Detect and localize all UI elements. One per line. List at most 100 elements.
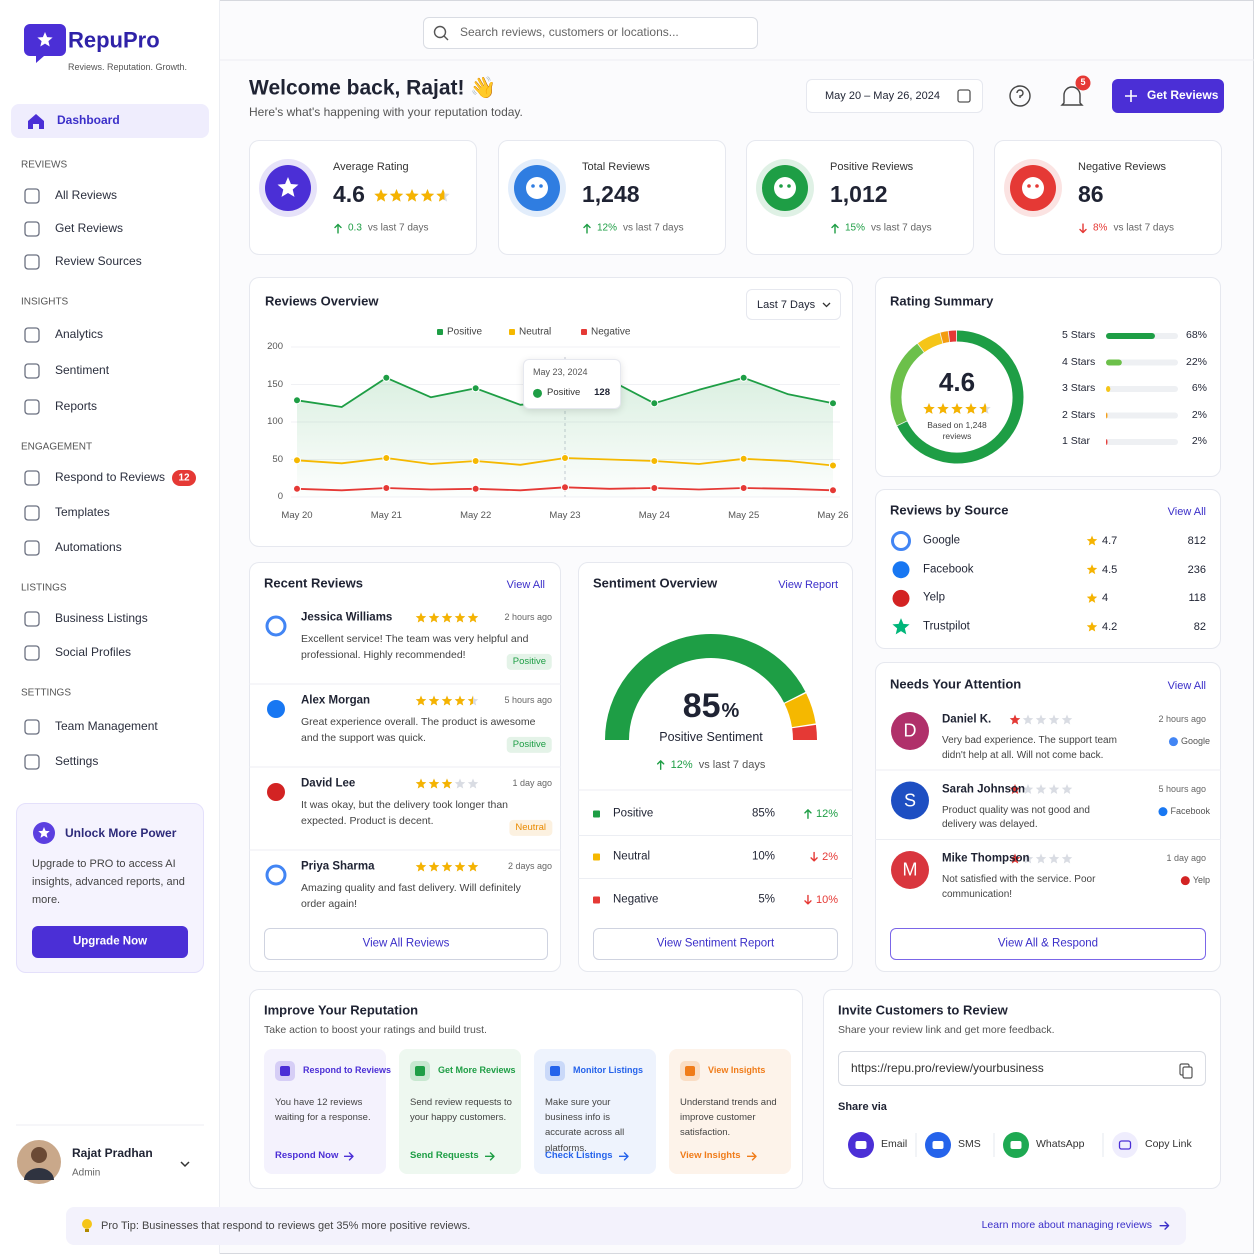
arrow-icon <box>618 1151 629 1161</box>
action-link[interactable]: Respond Now <box>275 1150 355 1162</box>
page-subtitle: Here's what's happening with your reputa… <box>249 105 523 120</box>
reviewer-name: Daniel K. <box>942 713 992 726</box>
nav-item[interactable]: Sentiment <box>55 363 110 378</box>
arrow-icon <box>656 760 665 770</box>
stat-value: 86 <box>1078 181 1104 208</box>
nav-item[interactable]: Respond to Reviews <box>55 470 166 485</box>
chart-title: Reviews Overview <box>265 293 379 309</box>
review-source: Facebook <box>1158 806 1210 818</box>
arrow-icon <box>804 809 812 819</box>
y-tick-label: 150 <box>267 378 283 390</box>
channel-name[interactable]: Email <box>881 1138 908 1151</box>
view-sentiment-report-button[interactable] <box>593 928 838 960</box>
text: vs last 7 days <box>1113 222 1175 234</box>
y-tick-label: 200 <box>267 340 283 352</box>
button-label: View All & Respond <box>997 937 1099 950</box>
nav-section-title: SETTINGS <box>21 687 72 699</box>
action-link[interactable]: View Insights <box>680 1150 757 1162</box>
y-tick-label: 0 <box>277 490 283 502</box>
source-rating: 4.5 <box>1102 563 1118 576</box>
card-subtitle: Take action to boost your ratings and bu… <box>264 1024 487 1037</box>
x-tick-label: May 26 <box>817 509 849 521</box>
arrow-path <box>1160 1221 1170 1231</box>
nav-item[interactable]: Get Reviews <box>55 221 124 236</box>
review-link-input[interactable] <box>838 1051 1206 1086</box>
nav-item[interactable]: Settings <box>55 754 99 769</box>
text: 8% <box>1093 222 1108 234</box>
view-all-reviews-button[interactable] <box>264 928 548 960</box>
text: vs last 7 days <box>871 222 932 234</box>
action-link[interactable]: Send Requests <box>410 1150 495 1162</box>
nav-item[interactable]: Templates <box>55 505 110 520</box>
sentiment-row-change: 12% <box>804 807 838 821</box>
review-text: Great experience overall. The product is… <box>301 716 536 744</box>
nav-item[interactable]: Team Management <box>55 719 158 734</box>
nav-active[interactable] <box>11 104 209 138</box>
arrow-icon <box>746 1151 757 1161</box>
tooltip-series: Positive <box>533 387 580 399</box>
sentiment-percent: 10% <box>751 850 775 863</box>
rating-label: 4 Stars <box>1062 355 1096 368</box>
arrow-path <box>618 1151 629 1161</box>
link[interactable]: View Report <box>778 578 838 591</box>
review-time: 2 hours ago <box>1158 714 1206 725</box>
upgrade-button[interactable] <box>32 926 188 958</box>
arrow-path <box>583 223 591 233</box>
arrow-path <box>1079 223 1087 233</box>
x-tick-label: May 23 <box>549 509 581 521</box>
arrow-icon <box>1079 223 1087 233</box>
nav-item[interactable]: Automations <box>55 540 122 555</box>
link[interactable]: View All <box>506 578 545 591</box>
nav-item[interactable]: Business Listings <box>55 611 148 626</box>
arrow-path <box>484 1151 495 1161</box>
reviewer-name: Jessica Williams <box>301 611 393 624</box>
sentiment-percent: 5% <box>758 893 775 906</box>
x-tick-label: May 22 <box>460 509 492 521</box>
avatar-initial: D <box>903 720 917 741</box>
sources-card <box>875 489 1221 649</box>
card-title: Sentiment Overview <box>593 575 718 591</box>
stat-label: Total Reviews <box>582 160 650 173</box>
rating-percent: 2% <box>1191 435 1207 448</box>
review-text: Amazing quality and fast delivery. Will … <box>301 882 521 910</box>
review-text: Very bad experience. The support team di… <box>942 735 1117 761</box>
tooltip-date: May 23, 2024 <box>533 367 588 378</box>
nav-item[interactable]: Analytics <box>55 327 104 342</box>
nav-item[interactable]: Reports <box>55 399 98 414</box>
search-box[interactable] <box>423 17 758 49</box>
nav-item[interactable]: Dashboard <box>57 113 120 128</box>
nav-item[interactable]: All Reviews <box>55 188 118 203</box>
link[interactable]: View All <box>1167 505 1206 518</box>
period-label: Last 7 Days <box>757 298 816 311</box>
view-all-respond-button[interactable] <box>890 928 1206 960</box>
review-text: It was okay, but the delivery took longe… <box>301 799 509 827</box>
source-count: 812 <box>1187 534 1206 547</box>
arrow-icon <box>810 851 818 862</box>
link[interactable]: View All <box>1167 679 1206 692</box>
rating-label: 1 Star <box>1062 435 1091 448</box>
channel-name[interactable]: WhatsApp <box>1036 1138 1085 1151</box>
rating-label: 2 Stars <box>1062 408 1096 421</box>
nav-item[interactable]: Social Profiles <box>55 645 132 660</box>
sidebar <box>0 0 220 1254</box>
tip-link[interactable]: Learn more about managing reviews <box>982 1219 1170 1233</box>
card-title: Improve Your Reputation <box>264 1002 419 1018</box>
source-name: Facebook <box>923 563 974 576</box>
review-text: Product quality was not good and deliver… <box>942 804 1090 831</box>
channel-name[interactable]: SMS <box>958 1138 981 1151</box>
source-icon <box>533 388 542 398</box>
source-icon <box>1180 876 1190 886</box>
button-label: View Sentiment Report <box>656 937 775 950</box>
nav-item[interactable]: Review Sources <box>55 254 142 269</box>
text: Check Listings <box>545 1149 613 1161</box>
arrow-icon <box>334 223 342 233</box>
channel-name[interactable]: Copy Link <box>1145 1138 1192 1151</box>
sentiment-label: Positive Sentiment <box>659 729 763 744</box>
help-icon <box>1009 85 1031 107</box>
arrow-path <box>804 894 812 905</box>
text: 2% <box>822 850 838 863</box>
arrow-path <box>334 223 342 233</box>
date-picker[interactable] <box>806 79 983 113</box>
action-link[interactable]: Check Listings <box>545 1150 629 1162</box>
stat-change: 8% vs last 7 days <box>1079 222 1174 235</box>
